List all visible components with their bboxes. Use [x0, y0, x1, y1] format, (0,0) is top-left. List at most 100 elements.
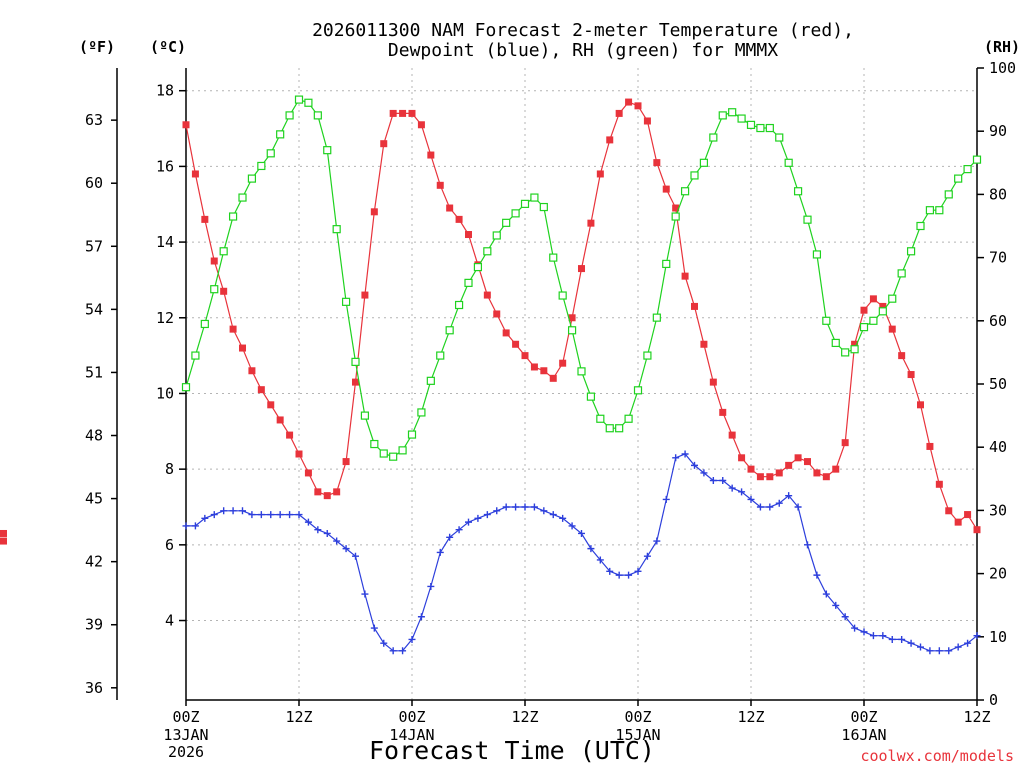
- dewpoint-point: [662, 495, 670, 503]
- rh-point: [972, 155, 982, 164]
- dewpoint-point: [869, 632, 877, 640]
- rh-point: [916, 221, 925, 231]
- 2-meter-temperature-point: [822, 473, 830, 481]
- rh-point: [247, 174, 257, 183]
- dewpoint-point: [370, 624, 378, 632]
- 2-meter-temperature-point: [408, 109, 416, 117]
- rh-point: [210, 285, 219, 294]
- 2-meter-temperature-point: [239, 344, 246, 352]
- 2-meter-temperature-point: [361, 291, 369, 299]
- rh-point: [605, 424, 614, 433]
- dewpoint-point: [229, 507, 237, 515]
- rh-point: [398, 446, 407, 455]
- 2-meter-temperature-point: [756, 473, 764, 481]
- rh-point: [294, 95, 304, 104]
- 2-meter-temperature-point: [483, 291, 491, 299]
- rh-point: [567, 326, 577, 335]
- 2-meter-temperature-point: [257, 386, 265, 394]
- dewpoint-point: [832, 601, 840, 609]
- 2-meter-temperature-point: [804, 458, 811, 466]
- dewpoint-point: [794, 503, 802, 511]
- dewpoint-point: [352, 552, 359, 560]
- 2-meter-temperature-point: [446, 204, 454, 212]
- dewpoint-point: [286, 511, 294, 519]
- rh-point: [841, 348, 850, 357]
- rh-point: [765, 123, 774, 133]
- dewpoint-point: [530, 503, 538, 511]
- rh-point: [615, 424, 624, 433]
- rh-tick-label: 100: [989, 59, 1016, 77]
- rh-point: [709, 133, 718, 142]
- 2-meter-temperature-point: [709, 378, 717, 386]
- 2-meter-temperature-point: [681, 272, 689, 280]
- rh-point: [181, 383, 191, 392]
- series-rh: [181, 95, 982, 461]
- rh-point: [633, 386, 643, 395]
- fahrenheit-tick-label: 57: [85, 237, 103, 255]
- dewpoint-point: [201, 514, 209, 522]
- 2-meter-temperature-point: [945, 507, 953, 515]
- dewpoint-point: [851, 624, 859, 632]
- rh-point: [737, 114, 746, 123]
- 2-meter-temperature-point: [0, 529, 7, 537]
- source-credit: coolwx.com/models: [860, 747, 1014, 765]
- dewpoint-point: [549, 511, 557, 519]
- rh-point: [784, 158, 793, 167]
- 2-meter-temperature-point: [606, 136, 614, 144]
- dewpoint-point: [276, 511, 284, 519]
- fahrenheit-tick-label: 36: [85, 679, 103, 697]
- dewpoint-point: [333, 537, 341, 545]
- x-day-label: 15JAN: [615, 726, 660, 744]
- fahrenheit-tick-label: 39: [85, 616, 103, 634]
- rh-point: [323, 146, 332, 155]
- 2-meter-temperature-point: [879, 302, 887, 310]
- x-tick-label: 12Z: [963, 708, 990, 726]
- dewpoint-point: [625, 571, 633, 579]
- rh-point: [586, 392, 596, 401]
- 2-meter-temperature-point: [578, 265, 585, 273]
- dewpoint-point: [672, 454, 680, 462]
- rh-point: [238, 193, 247, 202]
- 2-meter-temperature-point: [596, 170, 604, 178]
- dewpoint-point: [540, 507, 548, 515]
- dewpoint-point: [907, 639, 915, 647]
- dewpoint-point: [709, 477, 717, 485]
- 2-meter-temperature-point: [521, 352, 529, 360]
- dewpoint-point: [822, 590, 830, 598]
- rh-tick-label: 50: [989, 375, 1007, 393]
- rh-point: [200, 319, 209, 329]
- dewpoint-point: [719, 477, 727, 485]
- x-day-label: 13JAN: [163, 726, 208, 744]
- dewpoint-point: [917, 643, 924, 651]
- 2-meter-temperature-point: [625, 98, 633, 106]
- chart-title-line-1: 2026011300 NAM Forecast 2-meter Temperat…: [312, 20, 854, 41]
- dewpoint-point: [568, 522, 576, 530]
- dewpoint-point: [804, 541, 811, 549]
- rh-point: [671, 212, 680, 221]
- 2-meter-temperature-point: [691, 302, 698, 310]
- x-axis-title: Forecast Time (UTC): [369, 736, 655, 765]
- 2-meter-temperature-point: [389, 109, 397, 117]
- 2-meter-temperature-point: [0, 537, 7, 545]
- rh-tick-label: 40: [989, 438, 1007, 456]
- 2-meter-temperature-point: [860, 306, 868, 314]
- 2-meter-temperature-point: [352, 378, 359, 386]
- 2-meter-temperature-point: [700, 340, 708, 348]
- rh-point: [436, 351, 445, 360]
- fahrenheit-tick-label: 45: [85, 490, 103, 508]
- rh-point: [332, 225, 341, 234]
- 2-meter-temperature-point: [427, 151, 435, 159]
- rh-point: [888, 294, 897, 303]
- 2-meter-temperature-point: [436, 181, 444, 189]
- 2-meter-temperature-point: [455, 215, 463, 223]
- rh-point: [351, 357, 360, 366]
- dewpoint-point: [756, 503, 764, 511]
- dewpoint-point: [408, 635, 416, 643]
- rh-point: [577, 367, 586, 376]
- rh-tick-label: 10: [989, 628, 1007, 646]
- rh-point: [276, 130, 285, 139]
- rh-point: [643, 351, 652, 360]
- rh-line: [185, 98, 978, 458]
- 2-meter-temperature-point: [964, 511, 972, 519]
- dewpoint-point: [738, 488, 746, 496]
